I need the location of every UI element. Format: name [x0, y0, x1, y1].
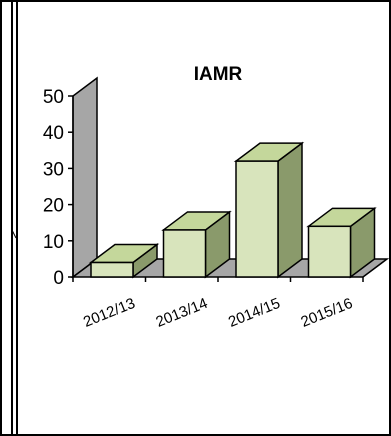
- y-tick-label: 40: [43, 123, 64, 144]
- x-tick-label: 2012/13: [81, 295, 138, 331]
- plot-area: 0 10 20 30 40 50 2012/13 2013/14 2014/15 2015/16: [43, 76, 390, 331]
- y-tick-label: 0: [53, 268, 64, 289]
- bar-2013/14: [161, 210, 232, 279]
- bar-front-face: [235, 160, 279, 278]
- bar-2012/13: [88, 243, 160, 279]
- bar-front-face: [307, 225, 352, 278]
- x-tick-label: 2013/14: [153, 295, 210, 331]
- bar-2014/15: [233, 141, 305, 279]
- y-tick-label: 30: [43, 159, 64, 180]
- chart-title: IAMR: [194, 64, 243, 85]
- y-tick-label: 50: [43, 87, 64, 108]
- x-tick-label: 2014/15: [226, 295, 283, 331]
- bar-2015/16: [306, 206, 377, 279]
- y-tick-label: 10: [43, 232, 64, 253]
- chart-side-wall: [72, 76, 98, 279]
- y-tick-label: 20: [43, 196, 64, 217]
- bar-side-face: [277, 141, 303, 279]
- x-tick-label: 2015/16: [298, 295, 355, 331]
- bar-front-face: [90, 261, 134, 278]
- bar-front-face: [162, 229, 207, 278]
- left-panel-mark: [11, 229, 17, 239]
